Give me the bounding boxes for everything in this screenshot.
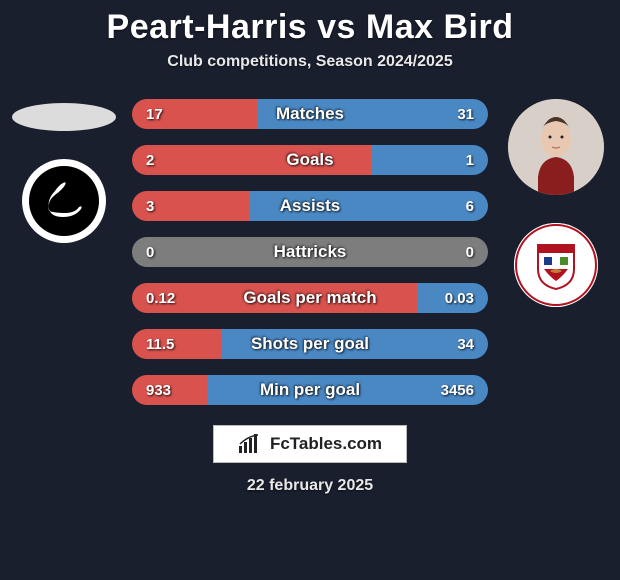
branding-badge: FcTables.com (213, 425, 407, 463)
left-player-avatar (12, 103, 116, 131)
stat-value-right: 6 (466, 198, 474, 215)
stat-value-left: 3 (146, 198, 154, 215)
stat-value-right: 0.03 (445, 290, 474, 307)
stat-label: Shots per goal (251, 334, 369, 354)
stat-value-right: 0 (466, 244, 474, 261)
stat-bar-hattricks: 0 Hattricks 0 (132, 237, 488, 267)
stat-value-left: 2 (146, 152, 154, 169)
stat-value-right: 3456 (441, 382, 474, 399)
stat-value-left: 933 (146, 382, 171, 399)
swan-icon (41, 181, 87, 221)
right-player-column (500, 99, 612, 405)
stat-label: Goals (286, 150, 333, 170)
chart-icon (238, 434, 262, 454)
stat-label: Matches (276, 104, 344, 124)
left-club-badge (22, 159, 106, 243)
stat-label: Goals per match (243, 288, 376, 308)
stat-bar-gpm: 0.12 Goals per match 0.03 (132, 283, 488, 313)
stat-value-left: 17 (146, 106, 163, 123)
stat-bar-assists: 3 Assists 6 (132, 191, 488, 221)
stat-label: Hattricks (274, 242, 347, 262)
right-player-avatar (508, 99, 604, 195)
stat-value-left: 11.5 (146, 336, 174, 353)
bristol-crest-icon (514, 223, 598, 307)
page-title: Peart-Harris vs Max Bird (0, 8, 620, 47)
stat-bar-goals: 2 Goals 1 (132, 145, 488, 175)
subtitle: Club competitions, Season 2024/2025 (0, 53, 620, 71)
stat-value-right: 34 (457, 336, 474, 353)
stat-value-right: 31 (457, 106, 474, 123)
footer-date: 22 february 2025 (247, 477, 373, 495)
right-club-badge (514, 223, 598, 307)
stat-bar-left-segment (132, 145, 371, 175)
stat-bar-spg: 11.5 Shots per goal 34 (132, 329, 488, 359)
stat-value-left: 0.12 (146, 290, 175, 307)
branding-text: FcTables.com (270, 434, 382, 454)
left-player-column (8, 99, 120, 405)
stat-bar-mpg: 933 Min per goal 3456 (132, 375, 488, 405)
player-face-icon (508, 99, 604, 195)
stat-label: Assists (280, 196, 340, 216)
stat-value-left: 0 (146, 244, 154, 261)
comparison-content: 17 Matches 31 2 Goals 1 3 Assists 6 0 Hattricks 0 0.… (0, 99, 620, 405)
stat-value-right: 1 (466, 152, 474, 169)
stat-label: Min per goal (260, 380, 360, 400)
stat-bar-matches: 17 Matches 31 (132, 99, 488, 129)
stats-column: 17 Matches 31 2 Goals 1 3 Assists 6 0 Hattricks 0 0.… (120, 99, 500, 405)
footer: FcTables.com 22 february 2025 (0, 425, 620, 495)
